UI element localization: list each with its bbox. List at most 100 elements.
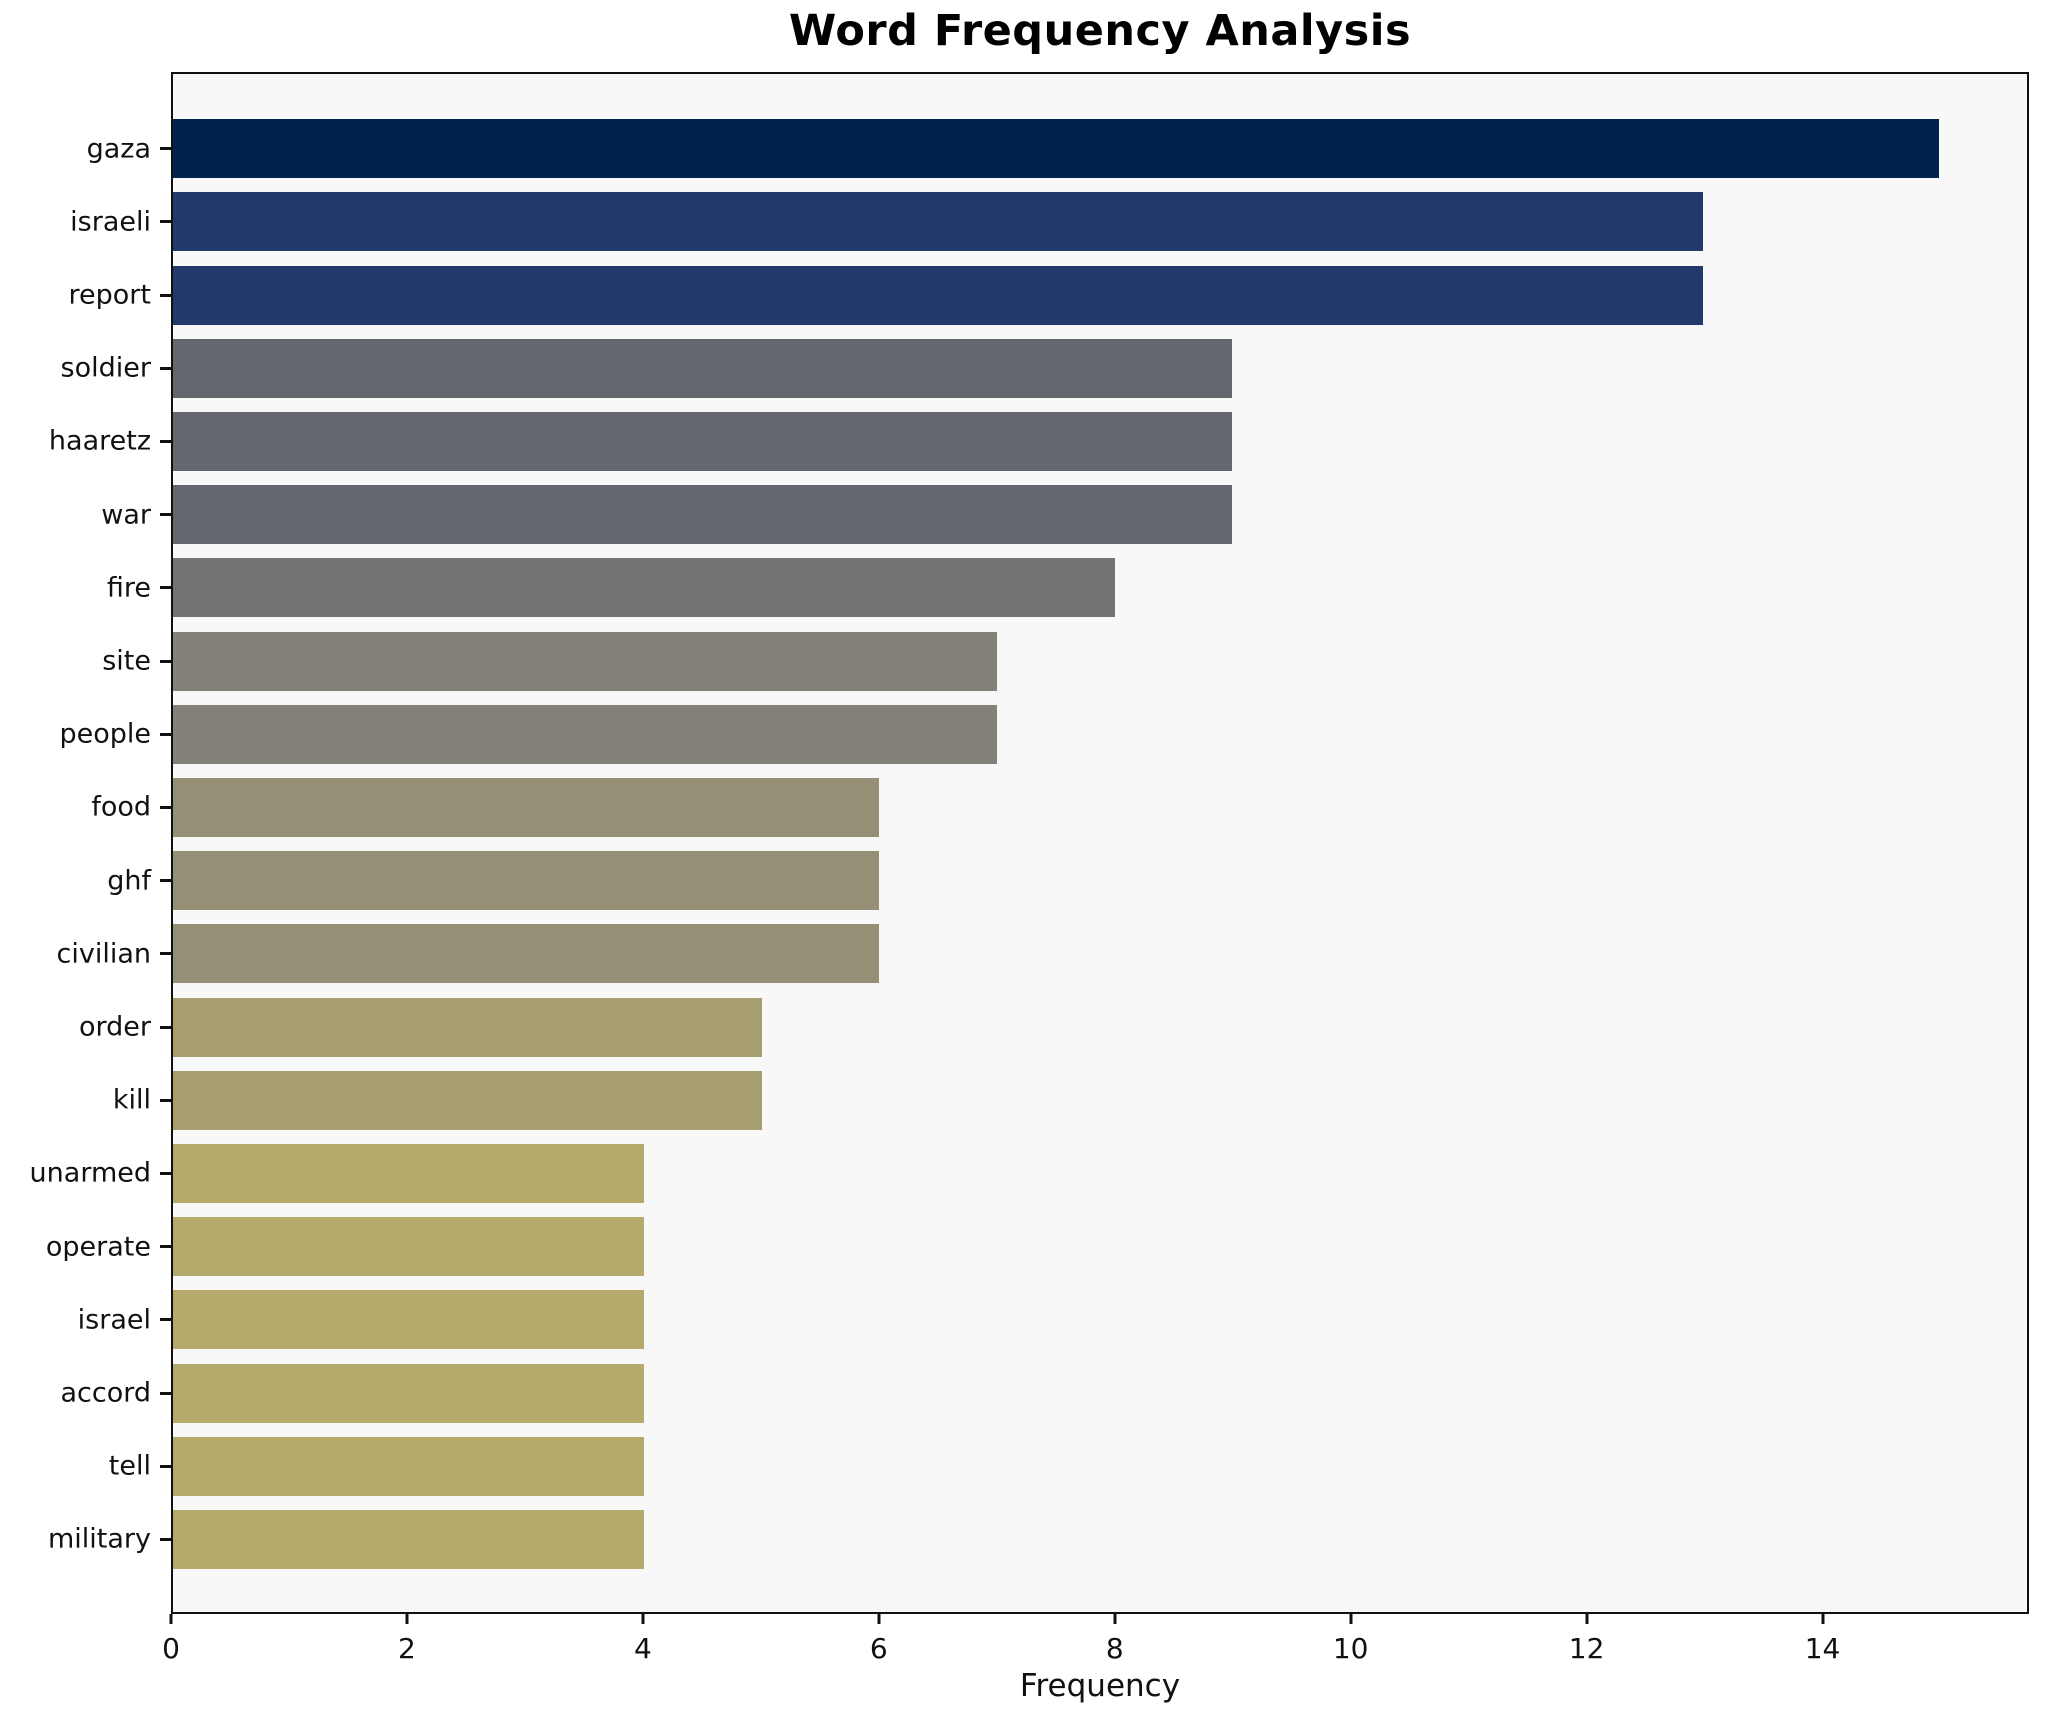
y-tick-mark [160,952,171,956]
x-axis-label: Frequency [1019,1668,1181,1704]
y-tick-label-gaza: gaza [86,133,151,165]
bar-report [173,265,1704,325]
bar-row-tell: tell [109,1430,2027,1503]
x-tick-mark [877,1614,881,1624]
y-tick-mark [160,147,171,151]
bar-soldier [173,338,1233,398]
y-tick-label-civilian: civilian [56,938,152,970]
y-tick-label-operate: operate [45,1231,151,1263]
bar-haaretz [173,411,1233,471]
bar-row-accord: accord [60,1356,2027,1429]
bar-row-soldier: soldier [61,332,2027,405]
bar-order [173,997,762,1057]
bar-kill [173,1070,762,1130]
y-tick-mark [160,1318,171,1322]
x-tick-mark [641,1614,645,1624]
y-tick-label-accord: accord [60,1377,151,1409]
y-tick-label-ghf: ghf [107,865,151,897]
bar-military [173,1509,644,1569]
bar-site [173,631,997,691]
bar-row-site: site [102,624,2027,697]
y-tick-label-war: war [101,499,151,531]
x-tick-mark [1349,1614,1353,1624]
y-tick-label-israeli: israeli [70,206,151,238]
bar-unarmed [173,1143,644,1203]
x-tick-label-6: 6 [869,1632,888,1665]
y-tick-mark [160,1391,171,1395]
plot-area: gaza israeli report soldier haaretz war fire si… [30,72,2029,1614]
x-tick-label-2: 2 [398,1632,416,1665]
y-tick-mark [160,1098,171,1102]
x-tick-mark [1821,1614,1825,1624]
y-tick-mark [160,513,171,517]
y-tick-mark [160,586,171,590]
bar-row-ghf: ghf [107,844,2027,917]
y-tick-label-kill: kill [112,1084,151,1116]
bar-row-war: war [101,478,2027,551]
bar-row-operate: operate [46,1210,2027,1283]
bar-row-military: military [48,1503,2027,1576]
bar-fire [173,558,1115,618]
y-tick-label-site: site [102,645,151,677]
bar-row-unarmed: unarmed [30,1137,2027,1210]
y-tick-label-israel: israel [77,1304,151,1336]
y-tick-label-people: people [59,718,151,750]
bar-row-people: people [59,698,2027,771]
y-tick-mark [160,1245,171,1249]
bar-civilian [173,924,880,984]
y-tick-mark [160,805,171,809]
bar-row-report: report [69,258,2027,331]
y-tick-label-unarmed: unarmed [29,1157,151,1189]
bar-row-gaza: gaza [87,112,2027,185]
y-tick-label-tell: tell [108,1450,151,1482]
bar-food [173,777,880,837]
bar-ghf [173,851,880,911]
y-tick-mark [160,659,171,663]
y-tick-mark [160,1171,171,1175]
x-tick-label-8: 8 [1105,1632,1124,1665]
x-tick-mark [1585,1614,1589,1624]
bar-israel [173,1290,644,1350]
bar-rows: gaza israeli report soldier haaretz war fire si… [30,112,2027,1576]
y-tick-label-haaretz: haaretz [48,425,151,457]
x-tick-mark [1113,1614,1117,1624]
bar-row-kill: kill [113,1064,2027,1137]
x-tick-label-4: 4 [633,1632,652,1665]
x-tick-label-14: 14 [1804,1632,1841,1665]
y-tick-label-order: order [79,1011,151,1043]
y-tick-label-report: report [68,279,151,311]
y-tick-mark [160,366,171,370]
x-tick-label-10: 10 [1332,1632,1369,1665]
y-tick-mark [160,1025,171,1029]
y-tick-label-fire: fire [106,572,151,604]
y-tick-label-military: military [47,1523,151,1555]
y-tick-label-food: food [91,791,151,823]
bar-row-israel: israel [78,1283,2027,1356]
y-tick-mark [160,732,171,736]
y-tick-mark [160,439,171,443]
x-tick-label-12: 12 [1568,1632,1605,1665]
bar-operate [173,1217,644,1277]
bar-row-fire: fire [107,551,2027,624]
y-tick-mark [160,220,171,224]
bar-accord [173,1363,644,1423]
bar-row-haaretz: haaretz [49,405,2027,478]
y-tick-mark [160,1537,171,1541]
bar-row-order: order [79,990,2027,1063]
bar-row-food: food [91,771,2027,844]
x-tick-mark [405,1614,409,1624]
bar-row-israeli: israeli [70,185,2027,258]
y-tick-mark [160,879,171,883]
bar-war [173,485,1233,545]
bar-people [173,704,997,764]
y-tick-label-soldier: soldier [60,352,151,384]
bar-row-civilian: civilian [57,917,2027,990]
y-tick-mark [160,293,171,297]
y-tick-mark [160,1464,171,1468]
bar-tell [173,1436,644,1496]
chart-title: Word Frequency Analysis [788,6,1412,56]
bar-gaza [173,119,1939,179]
bar-israeli [173,192,1704,252]
x-tick-mark [169,1614,173,1624]
